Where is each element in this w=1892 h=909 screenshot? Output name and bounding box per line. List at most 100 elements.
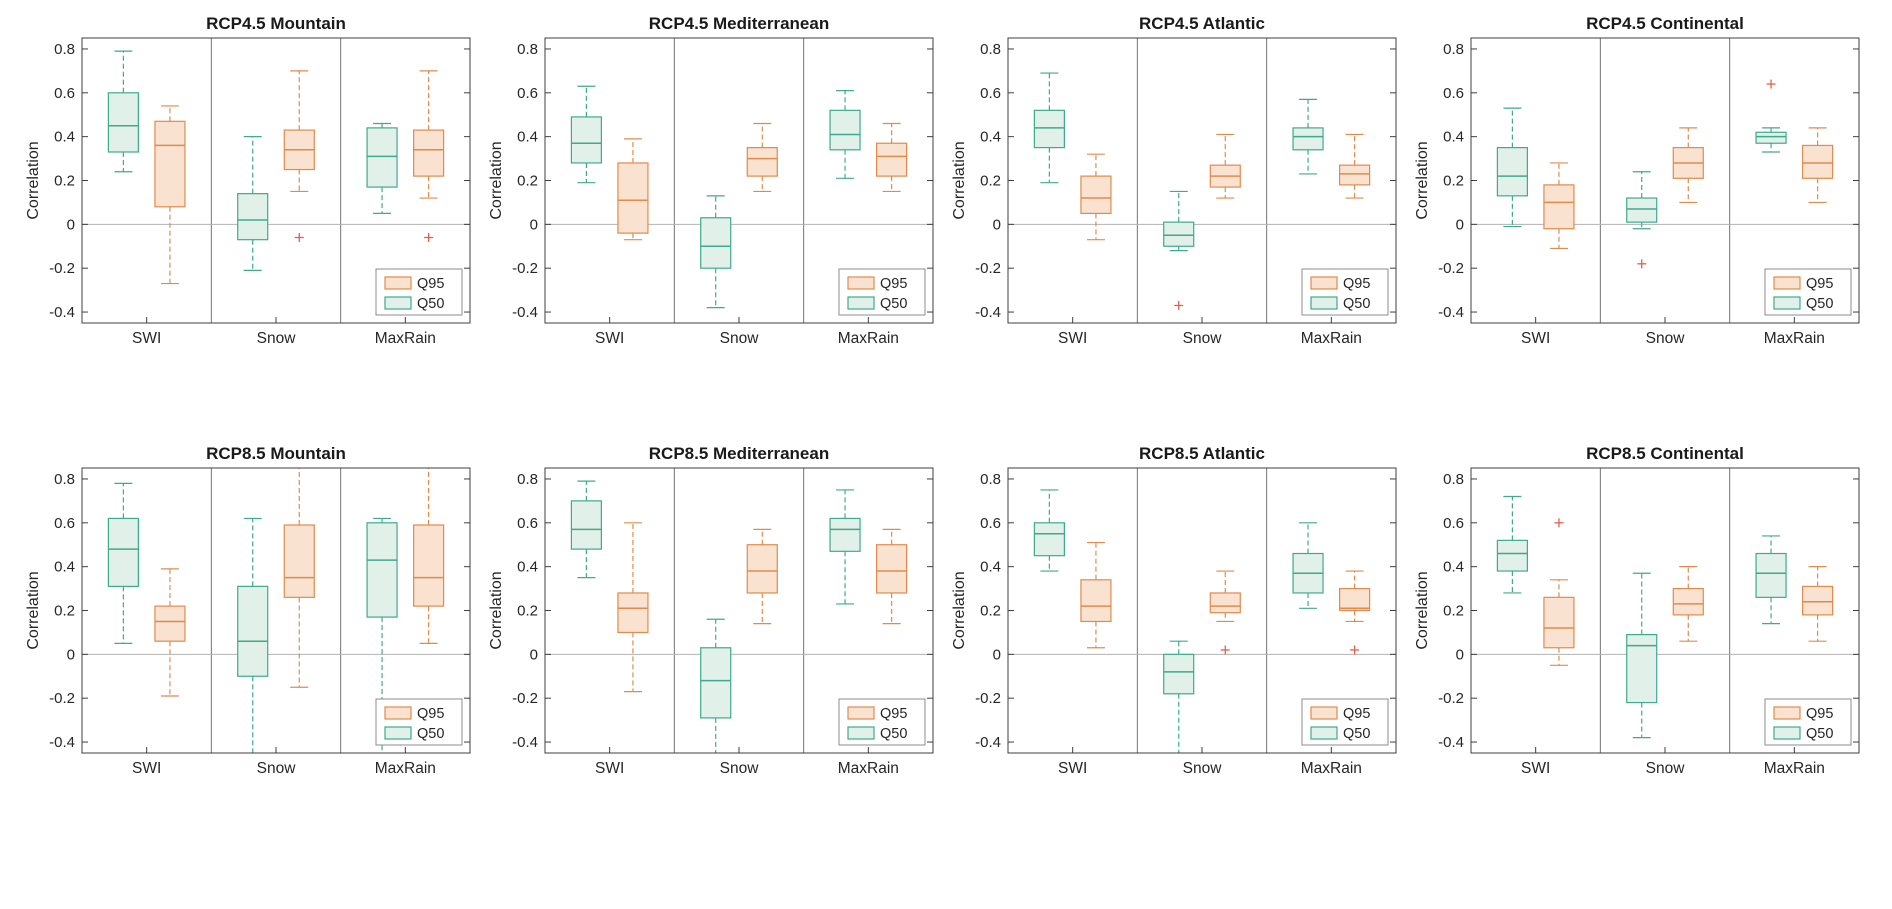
y-tick-label: 0.2 <box>980 173 1001 190</box>
iqr-box <box>1163 653 1195 695</box>
subplot-panel: 0.8 0.6 0.4 0.2 0 -0.2 -0.4 SWI Snow MaxRain Corre… <box>950 442 1405 787</box>
box-MaxRain-Q95 <box>876 528 908 625</box>
x-tick-label: Snow <box>1646 330 1686 347</box>
legend-swatch-Q50 <box>847 296 875 310</box>
subplot-panel: 0.8 0.6 0.4 0.2 0 -0.2 -0.4 SWI Snow MaxRain Corre… <box>24 442 479 787</box>
y-tick-label: 0.6 <box>517 85 538 102</box>
y-tick-label: -0.4 <box>975 304 1001 321</box>
iqr-box <box>1163 221 1195 247</box>
y-tick-label: 0.6 <box>54 85 75 102</box>
y-tick-label: 0.4 <box>1443 129 1464 146</box>
y-tick-label: -0.4 <box>1438 304 1464 321</box>
iqr-box <box>1626 634 1658 704</box>
iqr-box <box>617 162 649 234</box>
legend-label: Q95 <box>880 276 907 292</box>
y-tick-label: 0.2 <box>1443 603 1464 620</box>
box-MaxRain-Q50 <box>1292 98 1324 175</box>
x-tick-label: Snow <box>1183 760 1223 777</box>
box-SWI-Q50 <box>1033 489 1065 572</box>
box-MaxRain-Q50 <box>829 90 861 179</box>
iqr-box <box>1033 109 1065 149</box>
box-MaxRain-Q50 <box>366 122 398 214</box>
box-SWI-Q50 <box>570 85 602 184</box>
legend-swatch-Q95 <box>384 276 412 290</box>
box-Snow-Q50 <box>1163 640 1195 753</box>
legend-swatch-Q95 <box>1310 706 1338 720</box>
y-tick-label: 0 <box>993 216 1001 233</box>
subplot-grid: 0.8 0.6 0.4 0.2 0 -0.2 -0.4 SWI Snow MaxRain Corre… <box>24 12 1868 787</box>
legend-label: Q50 <box>880 296 907 312</box>
legend-label: Q95 <box>1343 276 1370 292</box>
x-tick-label: Snow <box>257 760 297 777</box>
subplot-panel: 0.8 0.6 0.4 0.2 0 -0.2 -0.4 SWI Snow MaxRain Corre… <box>950 12 1405 357</box>
legend-swatch-Q95 <box>1310 276 1338 290</box>
x-tick-label: SWI <box>595 330 624 347</box>
box-Snow-Q95 <box>1209 570 1241 655</box>
iqr-box <box>1033 522 1065 557</box>
boxplot-svg: 0.8 0.6 0.4 0.2 0 -0.2 -0.4 SWI Snow MaxRain Corre… <box>25 444 471 777</box>
legend-swatch-Q95 <box>1773 276 1801 290</box>
subplot-panel: 0.8 0.6 0.4 0.2 0 -0.2 -0.4 SWI Snow MaxRain Corre… <box>487 12 942 357</box>
box-Snow-Q95 <box>1672 566 1704 642</box>
boxplot-svg: 0.8 0.6 0.4 0.2 0 -0.2 -0.4 SWI Snow MaxRain Corre… <box>488 14 934 347</box>
box-SWI-Q50 <box>1496 495 1528 594</box>
box-SWI-Q50 <box>107 50 139 173</box>
box-SWI-Q50 <box>1496 107 1528 228</box>
y-tick-label: 0.8 <box>517 471 538 488</box>
y-tick-label: 0.6 <box>1443 85 1464 102</box>
legend-label: Q50 <box>880 726 907 742</box>
iqr-box <box>1339 587 1371 612</box>
y-axis-label: Correlation <box>951 571 968 649</box>
box-MaxRain-Q95 <box>1339 133 1371 199</box>
y-axis-label: Correlation <box>25 141 42 219</box>
box-MaxRain-Q95 <box>1802 566 1834 642</box>
x-tick-label: MaxRain <box>838 330 899 347</box>
box-Snow-Q50 <box>700 618 732 753</box>
y-tick-label: 0.4 <box>980 559 1001 576</box>
x-tick-label: MaxRain <box>838 760 899 777</box>
y-tick-label: 0.2 <box>54 603 75 620</box>
iqr-box <box>366 127 398 188</box>
iqr-box <box>1339 164 1371 186</box>
iqr-box <box>283 524 315 598</box>
y-tick-label: -0.4 <box>512 734 538 751</box>
x-tick-label: Snow <box>1646 760 1686 777</box>
iqr-box <box>570 500 602 550</box>
y-tick-label: 0 <box>1456 646 1464 663</box>
box-Snow-Q50 <box>237 517 269 753</box>
y-tick-label: 0 <box>1456 216 1464 233</box>
y-tick-label: 0.6 <box>1443 515 1464 532</box>
iqr-box <box>829 109 861 151</box>
x-tick-label: SWI <box>132 330 161 347</box>
x-tick-label: Snow <box>720 760 760 777</box>
y-tick-label: 0.4 <box>1443 559 1464 576</box>
y-tick-label: 0.2 <box>517 173 538 190</box>
iqr-box <box>876 142 908 177</box>
y-tick-label: 0.2 <box>517 603 538 620</box>
y-tick-label: 0 <box>67 216 75 233</box>
legend-label: Q50 <box>1806 726 1833 742</box>
box-Snow-Q95 <box>1209 133 1241 199</box>
iqr-box <box>570 116 602 164</box>
y-tick-label: 0.6 <box>54 515 75 532</box>
y-tick-label: 0.8 <box>54 471 75 488</box>
box-MaxRain-Q95 <box>1339 570 1371 655</box>
y-tick-label: -0.2 <box>1438 260 1464 277</box>
legend-label: Q95 <box>880 706 907 722</box>
box-SWI-Q95 <box>1543 162 1575 250</box>
iqr-box <box>1755 131 1787 144</box>
box-Snow-Q50 <box>237 136 269 271</box>
boxplot-svg: 0.8 0.6 0.4 0.2 0 -0.2 -0.4 SWI Snow MaxRain Corre… <box>951 444 1397 777</box>
box-Snow-Q50 <box>1626 171 1658 269</box>
box-MaxRain-Q50 <box>1755 535 1787 625</box>
box-MaxRain-Q95 <box>413 468 445 644</box>
box-SWI-Q50 <box>107 482 139 644</box>
subplot-title: RCP8.5 Mediterranean <box>649 444 829 463</box>
legend-swatch-Q50 <box>1773 296 1801 310</box>
box-SWI-Q50 <box>570 480 602 579</box>
y-axis-label: Correlation <box>951 141 968 219</box>
y-tick-label: 0.2 <box>54 173 75 190</box>
